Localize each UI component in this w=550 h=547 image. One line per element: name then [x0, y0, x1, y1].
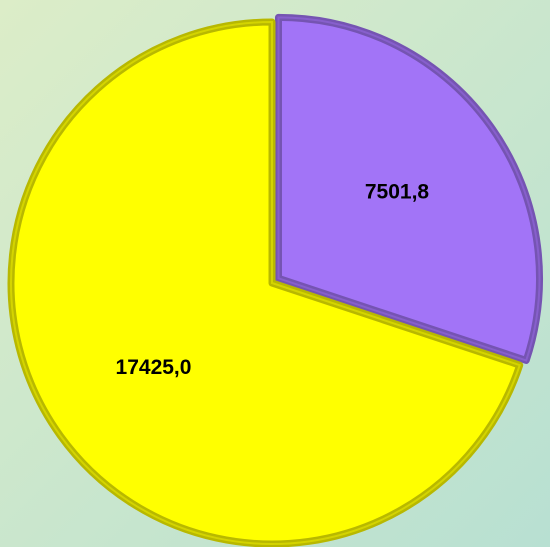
data-label: 17425,0	[116, 356, 192, 379]
slice-bevel	[10, 20, 522, 545]
data-label: 7501,8	[365, 180, 430, 203]
slice-bevel	[277, 16, 541, 362]
